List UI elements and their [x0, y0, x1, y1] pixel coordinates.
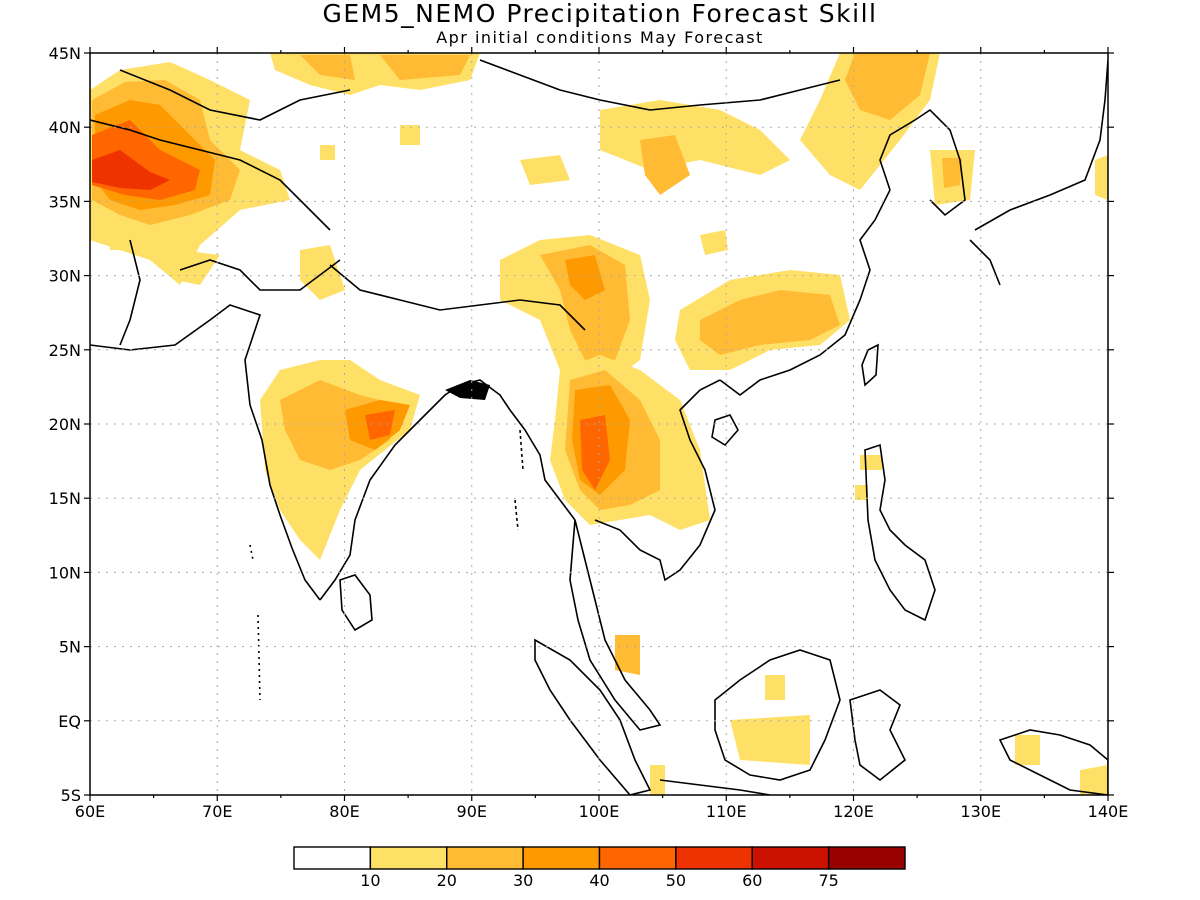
legend-swatch	[369, 846, 448, 870]
skill-region-india	[365, 410, 395, 440]
legend-label: 40	[589, 871, 609, 890]
legend-swatch	[675, 846, 753, 870]
skill-region-sichuan	[565, 255, 605, 300]
skill-region-ne-china	[845, 53, 930, 120]
lon-label: 80E	[329, 802, 359, 821]
skill-region-indochina	[580, 415, 610, 490]
skill-region-patch	[615, 635, 640, 675]
legend-swatch	[522, 846, 601, 870]
legend-label: 10	[360, 871, 380, 890]
longitude-labels: 60E 70E 80E 90E 100E 110E 120E 130E 140E	[75, 802, 1129, 821]
skill-region-borneo	[730, 715, 810, 765]
coastlines	[90, 59, 1108, 795]
map-subtitle: Apr initial conditions May Forecast	[436, 28, 764, 47]
skill-region-south-china	[700, 290, 840, 355]
color-legend: 10 20 30 40 50 60 75	[293, 846, 906, 890]
lat-label: 5S	[61, 786, 81, 805]
legend-swatch	[751, 846, 830, 870]
lon-label: 100E	[579, 802, 620, 821]
legend-label: 60	[742, 871, 762, 890]
grid-lines	[90, 53, 1108, 795]
bangladesh-coast	[445, 380, 490, 400]
skill-region-patch	[650, 455, 1108, 795]
latitude-labels: 45N 40N 35N 30N 25N 20N 15N 10N 5N EQ 5S	[49, 44, 81, 805]
skill-region-patch	[942, 158, 962, 188]
skill-region-patch	[1095, 155, 1108, 200]
skill-shading	[90, 53, 1108, 795]
skill-region-india	[175, 245, 345, 300]
legend-label: 50	[666, 871, 686, 890]
lon-label: 110E	[706, 802, 747, 821]
legend-swatch	[827, 846, 906, 870]
skill-region-ne-china	[600, 100, 790, 175]
lat-label: 45N	[49, 44, 81, 63]
lon-label: 130E	[960, 802, 1001, 821]
lat-label: 5N	[59, 638, 81, 657]
lat-label: 20N	[49, 415, 81, 434]
legend-label: 30	[513, 871, 533, 890]
map-title: GEM5_NEMO Precipitation Forecast Skill	[322, 0, 878, 28]
legend-label: 20	[437, 871, 457, 890]
legend-swatch	[446, 846, 524, 870]
lat-label: 10N	[49, 563, 81, 582]
legend-swatch	[293, 846, 372, 870]
legend-swatch	[598, 846, 677, 870]
lat-label: EQ	[58, 712, 81, 731]
legend-label: 75	[818, 871, 838, 890]
lon-label: 140E	[1088, 802, 1129, 821]
lat-label: 40N	[49, 118, 81, 137]
lat-label: 30N	[49, 267, 81, 286]
lat-label: 25N	[49, 341, 81, 360]
skill-region-sichuan	[540, 245, 630, 370]
skill-region-north	[300, 55, 470, 80]
axis-ticks	[84, 47, 1114, 801]
lon-label: 120E	[833, 802, 874, 821]
skill-region-central-asia	[92, 150, 170, 190]
lon-label: 90E	[457, 802, 487, 821]
skill-region-ne-china	[640, 135, 690, 195]
lon-label: 70E	[202, 802, 232, 821]
lat-label: 15N	[49, 489, 81, 508]
lat-label: 35N	[49, 192, 81, 211]
lon-label: 60E	[75, 802, 105, 821]
